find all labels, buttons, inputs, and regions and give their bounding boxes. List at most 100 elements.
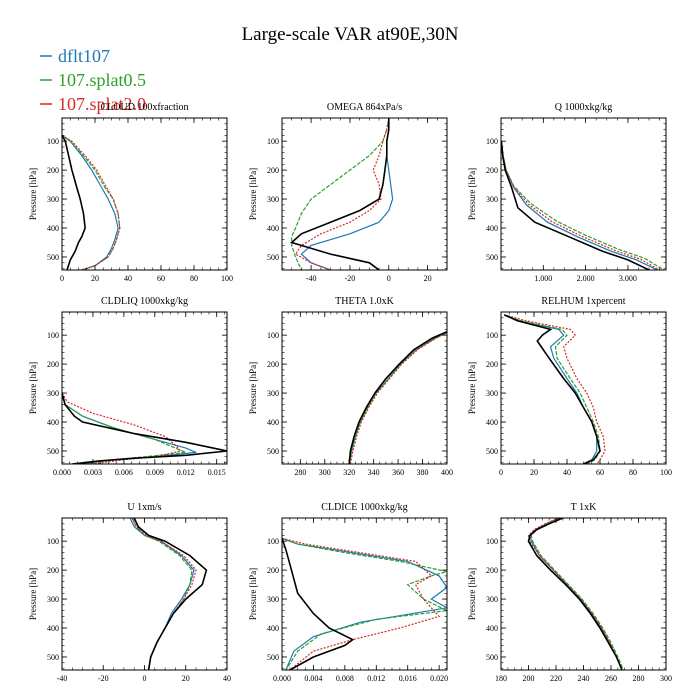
series-line-control	[348, 330, 447, 464]
panel-title: Q 1000xkg/kg	[555, 102, 613, 113]
plot-frame	[500, 117, 667, 271]
panels: CLOUD 100xfraction Pressure [hPa] 0 20 40 60 8…	[28, 102, 672, 683]
x-tick-label: 0	[60, 274, 64, 283]
y-tick-label: 500	[47, 253, 59, 262]
x-tick-label: 240	[578, 674, 590, 683]
y-tick-label: 200	[47, 360, 59, 369]
legend: dflt107 107.splat0.5 107.splat2.0	[40, 46, 146, 114]
y-tick-label: 500	[486, 253, 498, 262]
y-tick-label: 100	[267, 137, 279, 146]
y-axis-label: Pressure [hPa]	[467, 362, 477, 414]
series-line-dflt107	[348, 331, 447, 464]
y-tick-label: 200	[486, 566, 498, 575]
x-tick-label: 0	[387, 274, 391, 283]
y-tick-label: 400	[486, 624, 498, 633]
y-tick-label: 100	[486, 537, 498, 546]
panel-3: Q 1000xkg/kg Pressure [hPa] 1.000 2.000 3.00…	[467, 102, 667, 283]
x-tick-label: 3.000	[619, 274, 637, 283]
panel-title: CLDICE 1000xkg/kg	[321, 502, 407, 513]
plot-frame	[61, 117, 228, 271]
y-axis-label: Pressure [hPa]	[467, 168, 477, 220]
y-tick-label: 200	[267, 166, 279, 175]
panel-title: THETA 1.0xK	[335, 296, 394, 307]
y-tick-label: 500	[486, 447, 498, 456]
y-tick-label: 300	[267, 595, 279, 604]
x-tick-label: 260	[605, 674, 617, 683]
x-tick-label: 380	[417, 468, 429, 477]
series-line-107.splat0.5	[282, 537, 447, 670]
y-tick-label: 300	[47, 195, 59, 204]
y-tick-label: 500	[486, 653, 498, 662]
x-tick-label: 0.012	[367, 674, 385, 683]
panel-title: CLOUD 100xfraction	[100, 102, 188, 113]
y-axis-label: Pressure [hPa]	[467, 568, 477, 620]
x-tick-label: 280	[633, 674, 645, 683]
plot-frame	[281, 311, 448, 465]
x-tick-label: 220	[550, 674, 562, 683]
x-tick-label: 300	[319, 468, 331, 477]
legend-entry: dflt107	[58, 46, 110, 66]
panel-title: U 1xm/s	[127, 502, 161, 513]
y-tick-label: 300	[486, 195, 498, 204]
series-line-107.splat2.0	[501, 141, 660, 270]
y-tick-label: 200	[267, 360, 279, 369]
x-tick-label: -20	[345, 274, 356, 283]
x-tick-label: 20	[424, 274, 432, 283]
panel-1: CLOUD 100xfraction Pressure [hPa] 0 20 40 60 8…	[28, 102, 233, 283]
y-tick-label: 100	[267, 331, 279, 340]
y-tick-label: 200	[267, 566, 279, 575]
x-tick-label: -40	[306, 274, 317, 283]
y-tick-label: 100	[47, 537, 59, 546]
panel-7: U 1xm/s Pressure [hPa] -40 -20 0 20 40 100 200 30…	[28, 502, 231, 683]
x-tick-label: 360	[392, 468, 404, 477]
x-tick-label: 320	[343, 468, 355, 477]
series-line-control	[290, 118, 390, 270]
plot-frame	[281, 117, 448, 271]
x-tick-label: 0.004	[304, 674, 322, 683]
x-tick-label: 40	[223, 674, 231, 683]
y-tick-label: 400	[47, 418, 59, 427]
x-tick-label: 100	[221, 274, 233, 283]
x-tick-label: 300	[660, 674, 672, 683]
y-tick-label: 400	[486, 224, 498, 233]
y-tick-label: 300	[47, 595, 59, 604]
y-tick-label: 100	[486, 331, 498, 340]
x-tick-label: 0.015	[208, 468, 226, 477]
x-tick-label: 0.000	[53, 468, 71, 477]
y-tick-label: 400	[267, 624, 279, 633]
series-line-107.splat2.0	[131, 518, 197, 670]
x-tick-label: 0.016	[399, 674, 417, 683]
panel-4: CLDLIQ 1000xkg/kg Pressure [hPa] 0.000 0.00…	[28, 296, 228, 477]
y-axis-label: Pressure [hPa]	[248, 362, 258, 414]
series-line-107.splat0.5	[501, 141, 665, 270]
y-tick-label: 100	[47, 331, 59, 340]
series-line-107.splat0.5	[530, 518, 624, 670]
series-line-107.splat2.0	[62, 134, 121, 270]
series-line-107.splat0.5	[348, 332, 447, 464]
x-tick-label: 60	[596, 468, 604, 477]
x-tick-label: 100	[660, 468, 672, 477]
x-tick-label: 180	[495, 674, 507, 683]
panel-title: T 1xK	[571, 502, 597, 513]
panel-2: OMEGA 864xPa/s Pressure [hPa] -40 -20 0 20 100…	[248, 102, 448, 283]
y-tick-label: 300	[267, 195, 279, 204]
y-tick-label: 400	[47, 624, 59, 633]
x-tick-label: 2.000	[577, 274, 595, 283]
series-line-control	[282, 538, 355, 670]
series-line-control	[133, 518, 208, 670]
panel-title: CLDLIQ 1000xkg/kg	[101, 296, 188, 307]
y-axis-label: Pressure [hPa]	[28, 568, 38, 620]
series-line-107.splat2.0	[62, 392, 182, 464]
plot-frame	[281, 517, 448, 671]
x-tick-label: 20	[182, 674, 190, 683]
y-tick-label: 400	[267, 418, 279, 427]
plot-frame	[61, 311, 228, 465]
series-line-control	[527, 518, 623, 670]
series-line-dflt107	[62, 134, 119, 270]
y-tick-label: 100	[486, 137, 498, 146]
plot-frame	[61, 517, 228, 671]
y-tick-label: 400	[486, 418, 498, 427]
y-tick-label: 500	[47, 653, 59, 662]
x-tick-label: 60	[157, 274, 165, 283]
